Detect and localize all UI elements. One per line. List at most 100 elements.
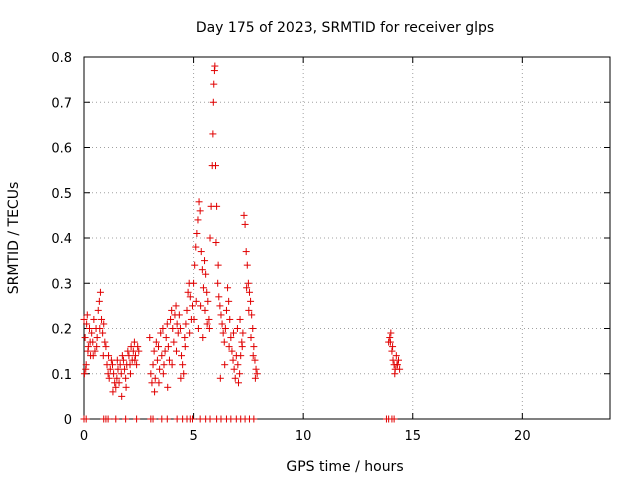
y-tick-label: 0.7 xyxy=(51,96,72,111)
data-point xyxy=(121,365,129,373)
data-point xyxy=(119,356,127,364)
data-point xyxy=(118,352,126,360)
data-point xyxy=(164,343,172,351)
data-point xyxy=(206,415,214,423)
data-point xyxy=(93,334,101,342)
data-point xyxy=(169,325,177,332)
data-point xyxy=(147,370,155,378)
data-point xyxy=(229,356,237,364)
data-point xyxy=(210,80,218,88)
data-point xyxy=(228,347,236,355)
data-point xyxy=(395,356,403,364)
grid xyxy=(84,57,610,419)
data-point xyxy=(243,284,251,292)
data-point xyxy=(209,130,217,138)
data-point xyxy=(122,383,130,391)
data-point xyxy=(247,297,255,305)
data-point xyxy=(112,415,120,423)
data-point xyxy=(239,329,247,337)
data-point xyxy=(240,211,248,219)
data-point xyxy=(125,352,133,360)
data-point xyxy=(190,279,198,287)
data-point xyxy=(94,306,102,314)
data-point xyxy=(396,365,404,373)
data-point xyxy=(253,370,261,378)
data-point xyxy=(116,361,124,369)
data-point xyxy=(81,334,89,342)
data-point xyxy=(194,216,202,224)
data-point xyxy=(221,361,229,369)
data-point xyxy=(211,62,219,70)
data-point xyxy=(247,334,255,342)
data-point xyxy=(199,334,207,342)
data-point xyxy=(388,347,396,355)
data-point xyxy=(249,352,257,360)
data-point xyxy=(122,374,130,382)
data-point xyxy=(235,379,243,387)
data-point xyxy=(113,356,121,364)
data-point xyxy=(218,320,226,328)
data-point xyxy=(244,279,252,287)
data-point xyxy=(153,356,161,364)
data-point xyxy=(250,415,258,423)
data-point xyxy=(252,365,260,373)
data-point xyxy=(229,329,237,337)
data-point xyxy=(176,325,184,332)
data-point xyxy=(389,343,397,351)
data-point xyxy=(222,306,230,314)
data-point xyxy=(101,338,109,346)
data-point xyxy=(126,370,134,378)
data-point xyxy=(156,365,164,373)
data-point xyxy=(192,297,200,305)
data-point xyxy=(203,320,211,328)
data-point xyxy=(165,356,173,364)
data-point xyxy=(83,320,91,328)
data-point xyxy=(82,365,90,373)
data-point xyxy=(135,347,143,355)
data-point xyxy=(202,270,210,278)
data-point xyxy=(148,379,156,387)
data-point xyxy=(113,374,121,382)
y-tick-label: 0.5 xyxy=(51,187,72,202)
data-point xyxy=(168,306,176,314)
data-point xyxy=(236,370,244,378)
data-point xyxy=(105,374,113,382)
data-point xyxy=(243,261,251,269)
data-point xyxy=(149,415,157,423)
data-point xyxy=(150,347,158,355)
data-point xyxy=(86,338,94,346)
data-point xyxy=(198,266,206,274)
data-point xyxy=(214,261,222,269)
data-point xyxy=(225,343,233,351)
data-point xyxy=(178,352,186,360)
data-point xyxy=(249,325,257,332)
data-point xyxy=(197,248,205,256)
x-tick-label: 20 xyxy=(514,429,531,444)
data-point xyxy=(386,338,394,346)
data-point xyxy=(216,374,224,382)
data-point xyxy=(236,315,244,323)
data-point xyxy=(193,229,201,237)
y-axis-label: SRMTID / TECUs xyxy=(6,182,22,295)
data-point xyxy=(221,325,229,332)
data-point xyxy=(179,361,187,369)
data-point xyxy=(386,334,394,342)
data-point xyxy=(127,343,135,351)
data-point xyxy=(213,202,221,210)
data-point xyxy=(90,315,98,323)
data-point xyxy=(197,302,205,310)
data-point xyxy=(107,356,115,364)
data-point xyxy=(192,243,200,251)
data-point xyxy=(162,334,170,342)
data-point xyxy=(155,379,163,387)
data-point xyxy=(172,302,180,310)
data-point xyxy=(184,288,192,296)
data-point xyxy=(91,347,99,355)
data-point xyxy=(251,374,259,382)
data-point xyxy=(212,162,219,170)
data-point xyxy=(245,306,253,314)
data-point xyxy=(146,334,154,342)
data-point xyxy=(96,325,104,332)
data-point xyxy=(149,361,157,369)
